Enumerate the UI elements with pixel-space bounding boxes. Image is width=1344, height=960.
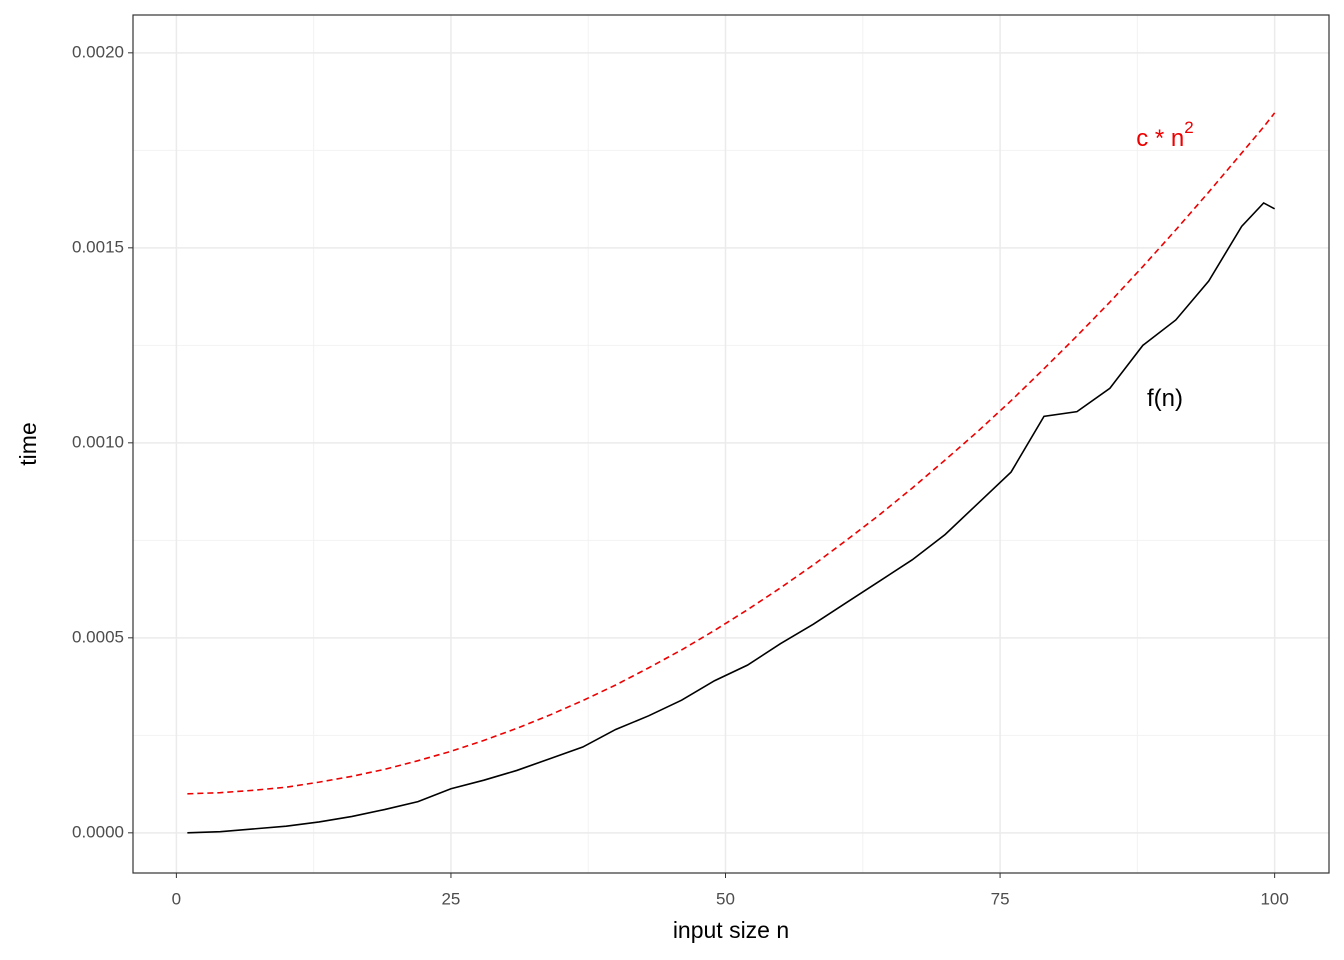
x-tick-label: 50 <box>716 889 735 908</box>
x-tick-label: 0 <box>172 889 181 908</box>
series-line <box>187 201 1276 834</box>
x-tick-label: 25 <box>441 889 460 908</box>
series-line <box>187 112 1276 795</box>
y-tick-label: 0.0000 <box>72 822 124 841</box>
line-label-superscript: 2 <box>1184 118 1193 137</box>
panel-border <box>132 14 1330 874</box>
x-tick-label: 100 <box>1260 889 1288 908</box>
y-tick-label: 0.0005 <box>72 627 124 646</box>
y-tick-label: 0.0010 <box>72 432 124 451</box>
line-label-text: f(n) <box>1147 385 1183 412</box>
y-axis-title: time <box>15 422 41 465</box>
x-tick-label: 75 <box>991 889 1010 908</box>
y-tick-label: 0.0015 <box>72 237 124 256</box>
line-label-text: c * n <box>1136 125 1184 152</box>
line-label: c * n2 <box>1136 118 1194 152</box>
x-axis-title: input size n <box>673 917 789 943</box>
y-tick-label: 0.0020 <box>72 42 124 61</box>
line-label: f(n) <box>1147 385 1183 412</box>
